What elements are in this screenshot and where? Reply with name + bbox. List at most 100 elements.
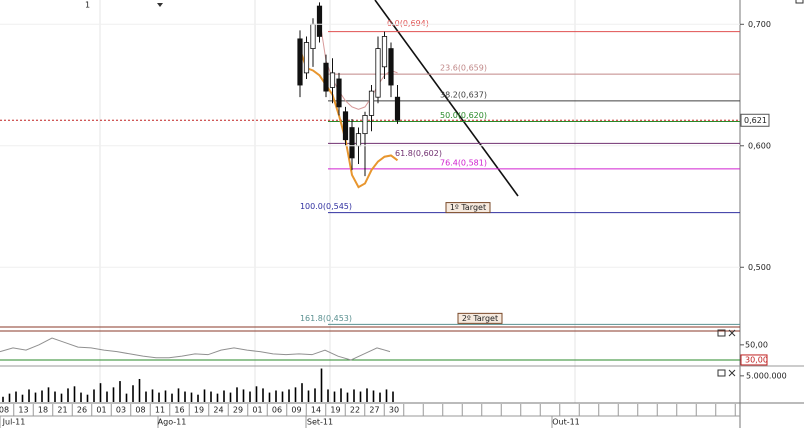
- candle-body: [355, 133, 362, 147]
- x-tick-label: 29: [233, 406, 243, 415]
- tick-box: [740, 354, 768, 366]
- volume-bar: [60, 393, 63, 402]
- volume-bar: [145, 391, 147, 402]
- fib-label: 38.2(0,637): [440, 90, 487, 99]
- volume-bar: [158, 392, 160, 402]
- volume-bar: [34, 392, 37, 402]
- volume-panel: [2, 368, 394, 402]
- x-tick-label: 03: [116, 406, 126, 415]
- volume-bar: [151, 389, 154, 402]
- month-label: Ago-11: [158, 418, 187, 427]
- last-price-label: 0,621: [744, 116, 767, 125]
- volume-bar: [164, 390, 167, 402]
- volume-bar: [106, 391, 108, 402]
- volume-bar: [372, 390, 375, 402]
- candle-body: [368, 90, 375, 116]
- target-label: 1º Target: [450, 203, 486, 212]
- x-tick-label: 06: [272, 406, 282, 415]
- volume-bar: [210, 391, 212, 402]
- volume-bar: [203, 389, 206, 402]
- volume-bar: [262, 388, 264, 402]
- volume-bar: [54, 391, 56, 402]
- candle-body: [329, 72, 336, 88]
- volume-bar: [236, 387, 238, 402]
- volume-bar: [268, 392, 271, 402]
- volume-bar: [177, 388, 180, 402]
- moving-average: [299, 49, 399, 189]
- volume-bar: [73, 386, 76, 402]
- x-tick-label: 16: [174, 406, 184, 415]
- x-tick-label: 26: [77, 406, 87, 415]
- x-tick-label: 24: [213, 406, 223, 415]
- header-text: 1: [85, 1, 90, 10]
- volume-bar: [353, 389, 355, 402]
- volume-bar: [223, 390, 225, 402]
- month-label: Jul-11: [2, 418, 26, 427]
- target-box: [457, 312, 503, 324]
- volume-bar: [314, 388, 316, 402]
- volume-bar: [8, 393, 11, 402]
- y-tick-label: 0,600: [748, 141, 771, 150]
- candle-body: [375, 48, 381, 98]
- x-tick-label: 09: [291, 406, 301, 415]
- volume-bar: [28, 389, 30, 402]
- y-tick-label: 30,00: [745, 355, 768, 364]
- fib-label: 76.4(0,581): [440, 158, 487, 167]
- x-tick-label: 08: [135, 406, 145, 415]
- fib-label: 161.8(0,453): [300, 314, 352, 323]
- volume-bar: [320, 368, 323, 402]
- volume-bar: [275, 390, 277, 402]
- candle-body: [297, 38, 303, 86]
- volume-bar: [281, 391, 284, 402]
- volume-bar: [21, 394, 24, 402]
- volume-bar: [229, 392, 232, 402]
- candle-body: [362, 115, 368, 135]
- y-tick-label: 50,00: [745, 340, 768, 349]
- volume-bar: [99, 383, 102, 402]
- window-button[interactable]: [795, 0, 804, 4]
- x-tick-label: 14: [311, 406, 321, 415]
- volume-bar: [340, 388, 342, 402]
- volume-bar: [327, 389, 329, 402]
- x-tick-label: 22: [350, 406, 360, 415]
- volume-bar: [93, 389, 95, 402]
- fib-label: 23.6(0,659): [440, 64, 487, 73]
- volume-bar: [125, 393, 128, 402]
- y-tick-label: 0,500: [748, 263, 771, 272]
- candle-body: [394, 96, 401, 121]
- fib-label: 100.0(0,545): [300, 202, 352, 211]
- volume-bar: [47, 387, 50, 402]
- x-tick-label: 19: [330, 406, 340, 415]
- volume-bar: [184, 391, 186, 402]
- volume-bar: [190, 392, 193, 402]
- candle-body: [323, 62, 329, 92]
- x-tick-label: 21: [57, 406, 67, 415]
- fib-label: 50.0(0,620): [440, 111, 487, 120]
- volume-bar: [138, 378, 141, 402]
- x-tick-label: 01: [252, 406, 262, 415]
- volume-bar: [242, 389, 245, 402]
- panel-buttons[interactable]: [717, 329, 736, 377]
- volume-bar: [385, 389, 388, 402]
- dropdown-arrow[interactable]: [157, 3, 163, 7]
- volume-bar: [41, 390, 43, 402]
- candle-body: [303, 42, 310, 74]
- x-tick-label: 13: [18, 406, 28, 415]
- trendline: [374, 0, 519, 197]
- month-label: Set-11: [307, 418, 333, 427]
- volume-bar: [249, 391, 251, 402]
- volume-bar: [294, 387, 297, 402]
- volume-bar: [366, 388, 368, 402]
- volume-bar: [288, 389, 290, 402]
- x-tick-label: 30: [389, 406, 399, 415]
- target-box: [445, 202, 491, 214]
- last-price-box: [740, 113, 770, 127]
- volume-bar: [307, 390, 310, 402]
- candle-body: [316, 5, 323, 37]
- x-tick-label: 08: [0, 406, 9, 415]
- candle-body: [349, 127, 355, 159]
- rsi-line: [0, 337, 391, 361]
- month-label: Out-11: [552, 418, 580, 427]
- volume-bar: [80, 392, 82, 402]
